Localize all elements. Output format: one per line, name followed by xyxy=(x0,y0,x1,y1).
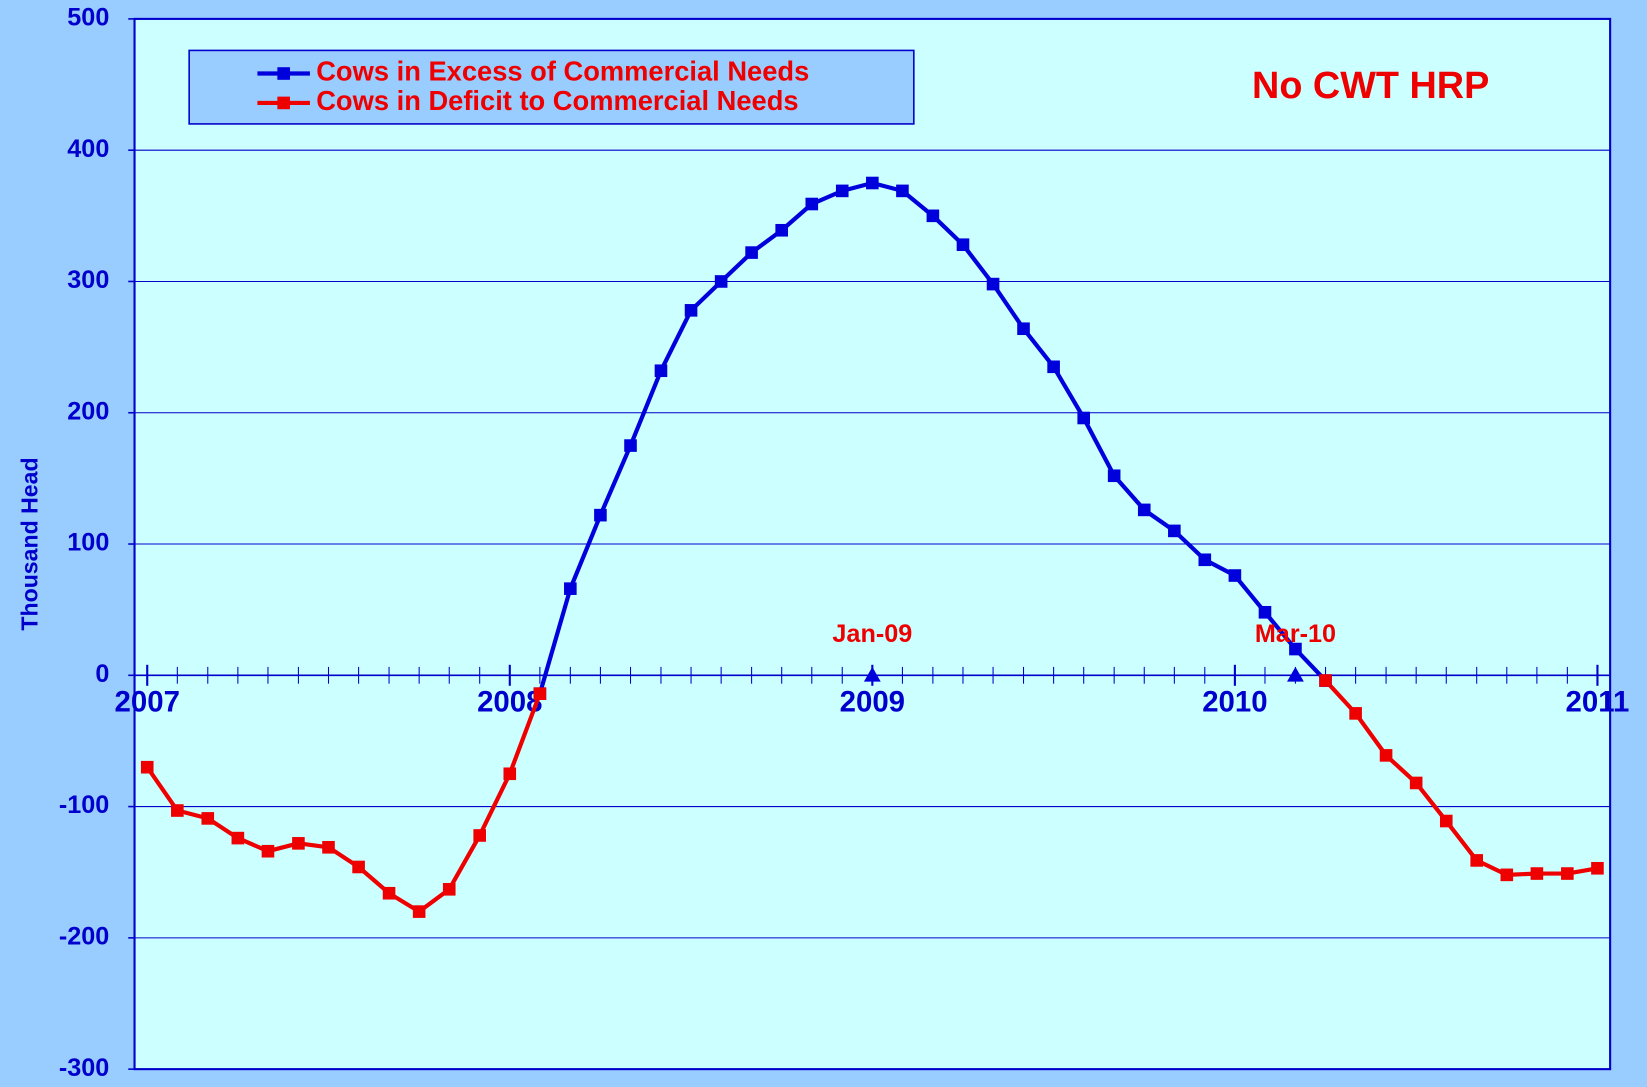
legend-label: Cows in Excess of Commercial Needs xyxy=(316,56,809,87)
marker xyxy=(835,184,849,198)
x-tick-label: 2011 xyxy=(1566,685,1630,718)
y-tick-label: -100 xyxy=(59,791,109,819)
marker xyxy=(201,812,215,825)
marker xyxy=(1561,867,1574,880)
y-tick-label: 100 xyxy=(67,529,109,557)
marker xyxy=(352,860,365,874)
marker xyxy=(1137,503,1151,517)
marker xyxy=(1379,749,1393,762)
marker xyxy=(1017,322,1030,336)
marker xyxy=(986,277,1000,291)
marker xyxy=(1470,854,1484,867)
marker xyxy=(926,209,940,223)
marker xyxy=(503,767,517,781)
annotation-marker xyxy=(1287,666,1304,682)
marker xyxy=(292,837,305,850)
marker xyxy=(473,829,486,842)
note: No CWT HRP xyxy=(1252,65,1489,107)
marker xyxy=(231,831,245,845)
legend-label: Cows in Deficit to Commercial Needs xyxy=(316,85,798,116)
y-tick-label: 400 xyxy=(67,135,109,163)
marker xyxy=(594,508,607,522)
x-tick-label: 2010 xyxy=(1202,685,1267,718)
y-tick-label: -300 xyxy=(59,1054,109,1082)
marker xyxy=(442,882,456,896)
y-axis-label: Thousand Head xyxy=(17,457,43,630)
marker xyxy=(564,582,577,595)
marker xyxy=(1289,642,1302,656)
legend-marker xyxy=(277,96,290,110)
marker xyxy=(1500,868,1514,882)
marker xyxy=(140,760,154,774)
y-tick-label: 0 xyxy=(95,660,109,688)
marker xyxy=(261,844,275,858)
marker xyxy=(1077,411,1091,425)
marker xyxy=(322,840,335,854)
marker xyxy=(805,197,819,211)
marker xyxy=(1439,814,1453,828)
marker xyxy=(1409,776,1423,790)
legend-marker xyxy=(277,67,290,80)
lines: Jan-09 Mar-10 xyxy=(140,176,1604,918)
annotation-label: Jan-09 xyxy=(832,620,912,648)
series-line xyxy=(1323,679,1598,877)
marker xyxy=(1107,469,1121,483)
marker xyxy=(1258,605,1272,619)
annotation-marker xyxy=(863,666,881,682)
marker xyxy=(775,223,788,237)
x-tick-label: 2007 xyxy=(115,685,180,718)
marker xyxy=(654,364,668,378)
y-tick-label: 200 xyxy=(67,397,109,425)
y-tick-label: -200 xyxy=(59,923,109,951)
marker xyxy=(1349,707,1362,720)
marker xyxy=(382,886,396,900)
marker xyxy=(412,905,426,918)
y-tick-label: 500 xyxy=(67,4,109,32)
marker xyxy=(714,275,728,288)
legend-box xyxy=(188,49,915,125)
x-tick-label: 2009 xyxy=(840,685,905,718)
marker xyxy=(1319,674,1332,687)
marker xyxy=(956,238,970,252)
marker xyxy=(624,439,637,452)
marker xyxy=(1591,861,1604,875)
y-tick-label: 300 xyxy=(67,266,109,294)
marker xyxy=(533,687,547,700)
marker xyxy=(684,304,698,317)
annotation-label: Mar-10 xyxy=(1255,620,1336,648)
marker xyxy=(1198,553,1212,567)
marker xyxy=(745,246,758,259)
marker xyxy=(866,176,879,190)
marker xyxy=(1168,524,1181,538)
marker xyxy=(1530,867,1544,880)
marker xyxy=(1228,569,1242,582)
marker xyxy=(896,184,909,198)
marker xyxy=(171,804,184,817)
marker xyxy=(1047,360,1060,374)
